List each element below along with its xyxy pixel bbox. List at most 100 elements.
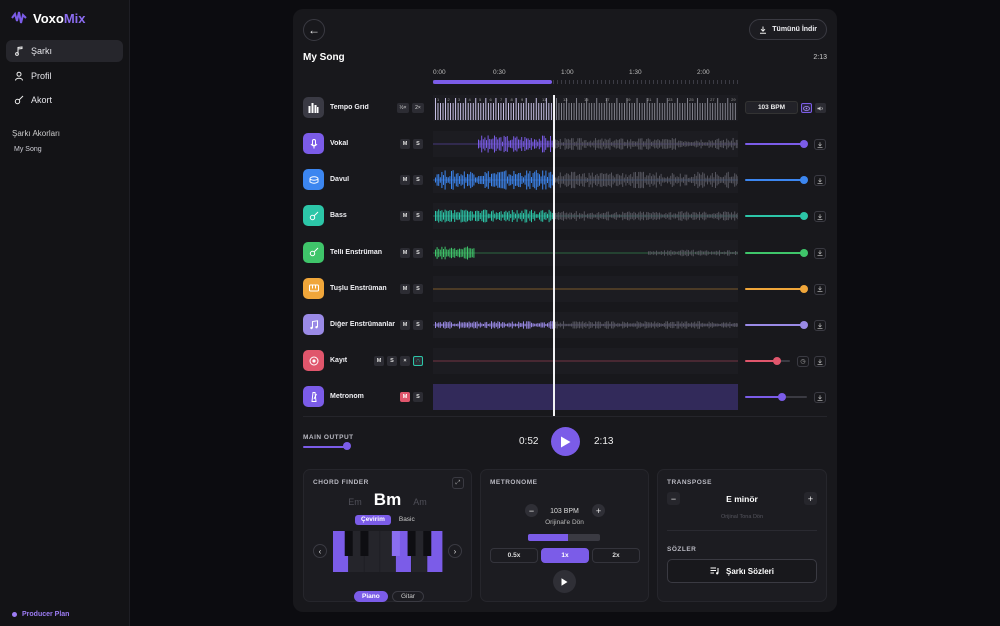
download-icon[interactable]: [814, 139, 826, 150]
sidebar-song-item[interactable]: My Song: [14, 146, 42, 153]
previous-chord[interactable]: Em: [348, 497, 362, 507]
volume-knob[interactable]: [772, 357, 781, 366]
volume-knob[interactable]: [778, 393, 787, 402]
sidebar-item-profil[interactable]: Profil: [6, 65, 123, 87]
minus-icon[interactable]: −: [667, 492, 680, 505]
sidebar-item-sarki[interactable]: Şarkı: [6, 40, 123, 62]
reset-key-link[interactable]: Orijinal Tona Dön: [720, 514, 764, 520]
metronome-play-button[interactable]: [553, 570, 576, 593]
tempo-grid-beats[interactable]: 1234567891113151719212325272931333537394…: [433, 95, 738, 121]
tempo-half-button[interactable]: ½×: [397, 103, 409, 113]
brand[interactable]: VoxoMix: [11, 10, 86, 26]
piano-black-key[interactable]: [360, 531, 369, 556]
download-icon[interactable]: [814, 247, 826, 259]
mute-button[interactable]: M: [400, 175, 410, 186]
piano-white-key[interactable]: [333, 531, 349, 572]
solo-button[interactable]: S: [413, 139, 423, 149]
track-waveform[interactable]: [433, 239, 738, 266]
solo-button[interactable]: S: [387, 356, 397, 367]
volume-slider[interactable]: [745, 248, 808, 257]
track-waveform[interactable]: [433, 312, 738, 338]
plus-icon[interactable]: +: [592, 504, 605, 517]
main-output-slider[interactable]: [303, 446, 349, 448]
track-waveform[interactable]: [433, 131, 738, 157]
mute-button[interactable]: M: [400, 283, 410, 294]
download-icon[interactable]: [814, 211, 826, 223]
chevron-left-icon[interactable]: ‹: [313, 544, 327, 558]
track-waveform[interactable]: [433, 384, 738, 411]
close-icon[interactable]: ×: [400, 356, 410, 367]
volume-slider[interactable]: [745, 176, 808, 185]
volume-knob[interactable]: [799, 284, 808, 293]
back-button[interactable]: ←: [303, 19, 325, 41]
download-icon[interactable]: [814, 283, 826, 295]
track-waveform[interactable]: [433, 348, 738, 375]
sidebar-item-akort[interactable]: Akort: [6, 89, 123, 111]
piano-black-key[interactable]: [391, 531, 400, 556]
solo-button[interactable]: S: [413, 247, 423, 258]
download-icon[interactable]: [814, 175, 826, 187]
plan-badge[interactable]: Producer Plan: [12, 611, 69, 618]
volume-knob[interactable]: [799, 212, 808, 221]
mode-inversion-button[interactable]: Çevirim: [355, 515, 391, 525]
track-waveform[interactable]: [433, 203, 738, 230]
main-output-knob[interactable]: [343, 442, 351, 450]
solo-button[interactable]: S: [413, 283, 423, 294]
volume-knob[interactable]: [799, 176, 808, 185]
expand-icon[interactable]: ⤢: [452, 477, 464, 489]
eye-icon[interactable]: [801, 103, 812, 113]
rate-half-button[interactable]: 0.5x: [490, 548, 538, 563]
volume-slider[interactable]: [745, 357, 790, 366]
volume-knob[interactable]: [799, 140, 808, 148]
minus-icon[interactable]: −: [525, 504, 538, 517]
volume-slider[interactable]: [745, 284, 808, 293]
piano-black-key[interactable]: [423, 531, 432, 556]
mute-button[interactable]: M: [400, 320, 410, 330]
mute-button[interactable]: M: [400, 211, 410, 222]
headphones-icon[interactable]: ∩: [413, 356, 423, 367]
play-button[interactable]: [551, 427, 580, 456]
mute-button[interactable]: M: [374, 356, 384, 367]
instrument-guitar-button[interactable]: Gitar: [392, 591, 425, 602]
metronome-reset-link[interactable]: Orijinal'e Dön: [545, 519, 584, 526]
volume-slider[interactable]: [745, 393, 807, 402]
track-waveform[interactable]: [433, 275, 738, 302]
speaker-icon[interactable]: [815, 103, 826, 113]
mute-button[interactable]: M: [400, 247, 410, 258]
piano-black-key[interactable]: [407, 531, 416, 556]
volume-knob[interactable]: [799, 248, 808, 257]
tempo-bpm-display[interactable]: 103 BPM: [745, 101, 798, 114]
solo-button[interactable]: S: [413, 320, 423, 330]
volume-slider[interactable]: [745, 321, 808, 329]
volume-slider[interactable]: [745, 140, 808, 148]
instrument-piano-button[interactable]: Piano: [354, 591, 388, 602]
volume-knob[interactable]: [799, 321, 808, 329]
playhead[interactable]: [553, 95, 555, 416]
timeline-scrubber[interactable]: 0:00 0:30 1:00 1:30 2:00: [433, 69, 738, 87]
mode-basic-button[interactable]: Basic: [398, 516, 415, 523]
download-all-button[interactable]: Tümünü İndir: [749, 19, 827, 40]
track-waveform[interactable]: [433, 167, 738, 194]
volume-slider[interactable]: [745, 212, 808, 221]
metronome-level-bar[interactable]: [528, 534, 600, 541]
next-chord[interactable]: Am: [413, 497, 427, 507]
mute-button[interactable]: M: [400, 392, 410, 403]
piano-black-key[interactable]: [344, 531, 353, 556]
plus-icon[interactable]: +: [804, 492, 817, 505]
download-icon[interactable]: [814, 356, 826, 368]
timer-icon[interactable]: ◷: [797, 356, 809, 368]
lyrics-button[interactable]: Şarkı Sözleri: [667, 559, 817, 583]
solo-button[interactable]: S: [413, 175, 423, 186]
piano-white-key[interactable]: [380, 531, 396, 572]
piano-keyboard[interactable]: [333, 531, 443, 572]
tempo-double-button[interactable]: 2×: [412, 103, 424, 113]
solo-button[interactable]: S: [413, 392, 423, 403]
rate-normal-button[interactable]: 1x: [541, 548, 589, 563]
chevron-right-icon[interactable]: ›: [448, 544, 462, 558]
track-row: Kayıt M S × ∩ ◷: [303, 348, 827, 375]
mute-button[interactable]: M: [400, 139, 410, 149]
solo-button[interactable]: S: [413, 211, 423, 222]
download-icon[interactable]: [814, 392, 826, 404]
download-icon[interactable]: [814, 320, 826, 331]
rate-double-button[interactable]: 2x: [592, 548, 640, 563]
